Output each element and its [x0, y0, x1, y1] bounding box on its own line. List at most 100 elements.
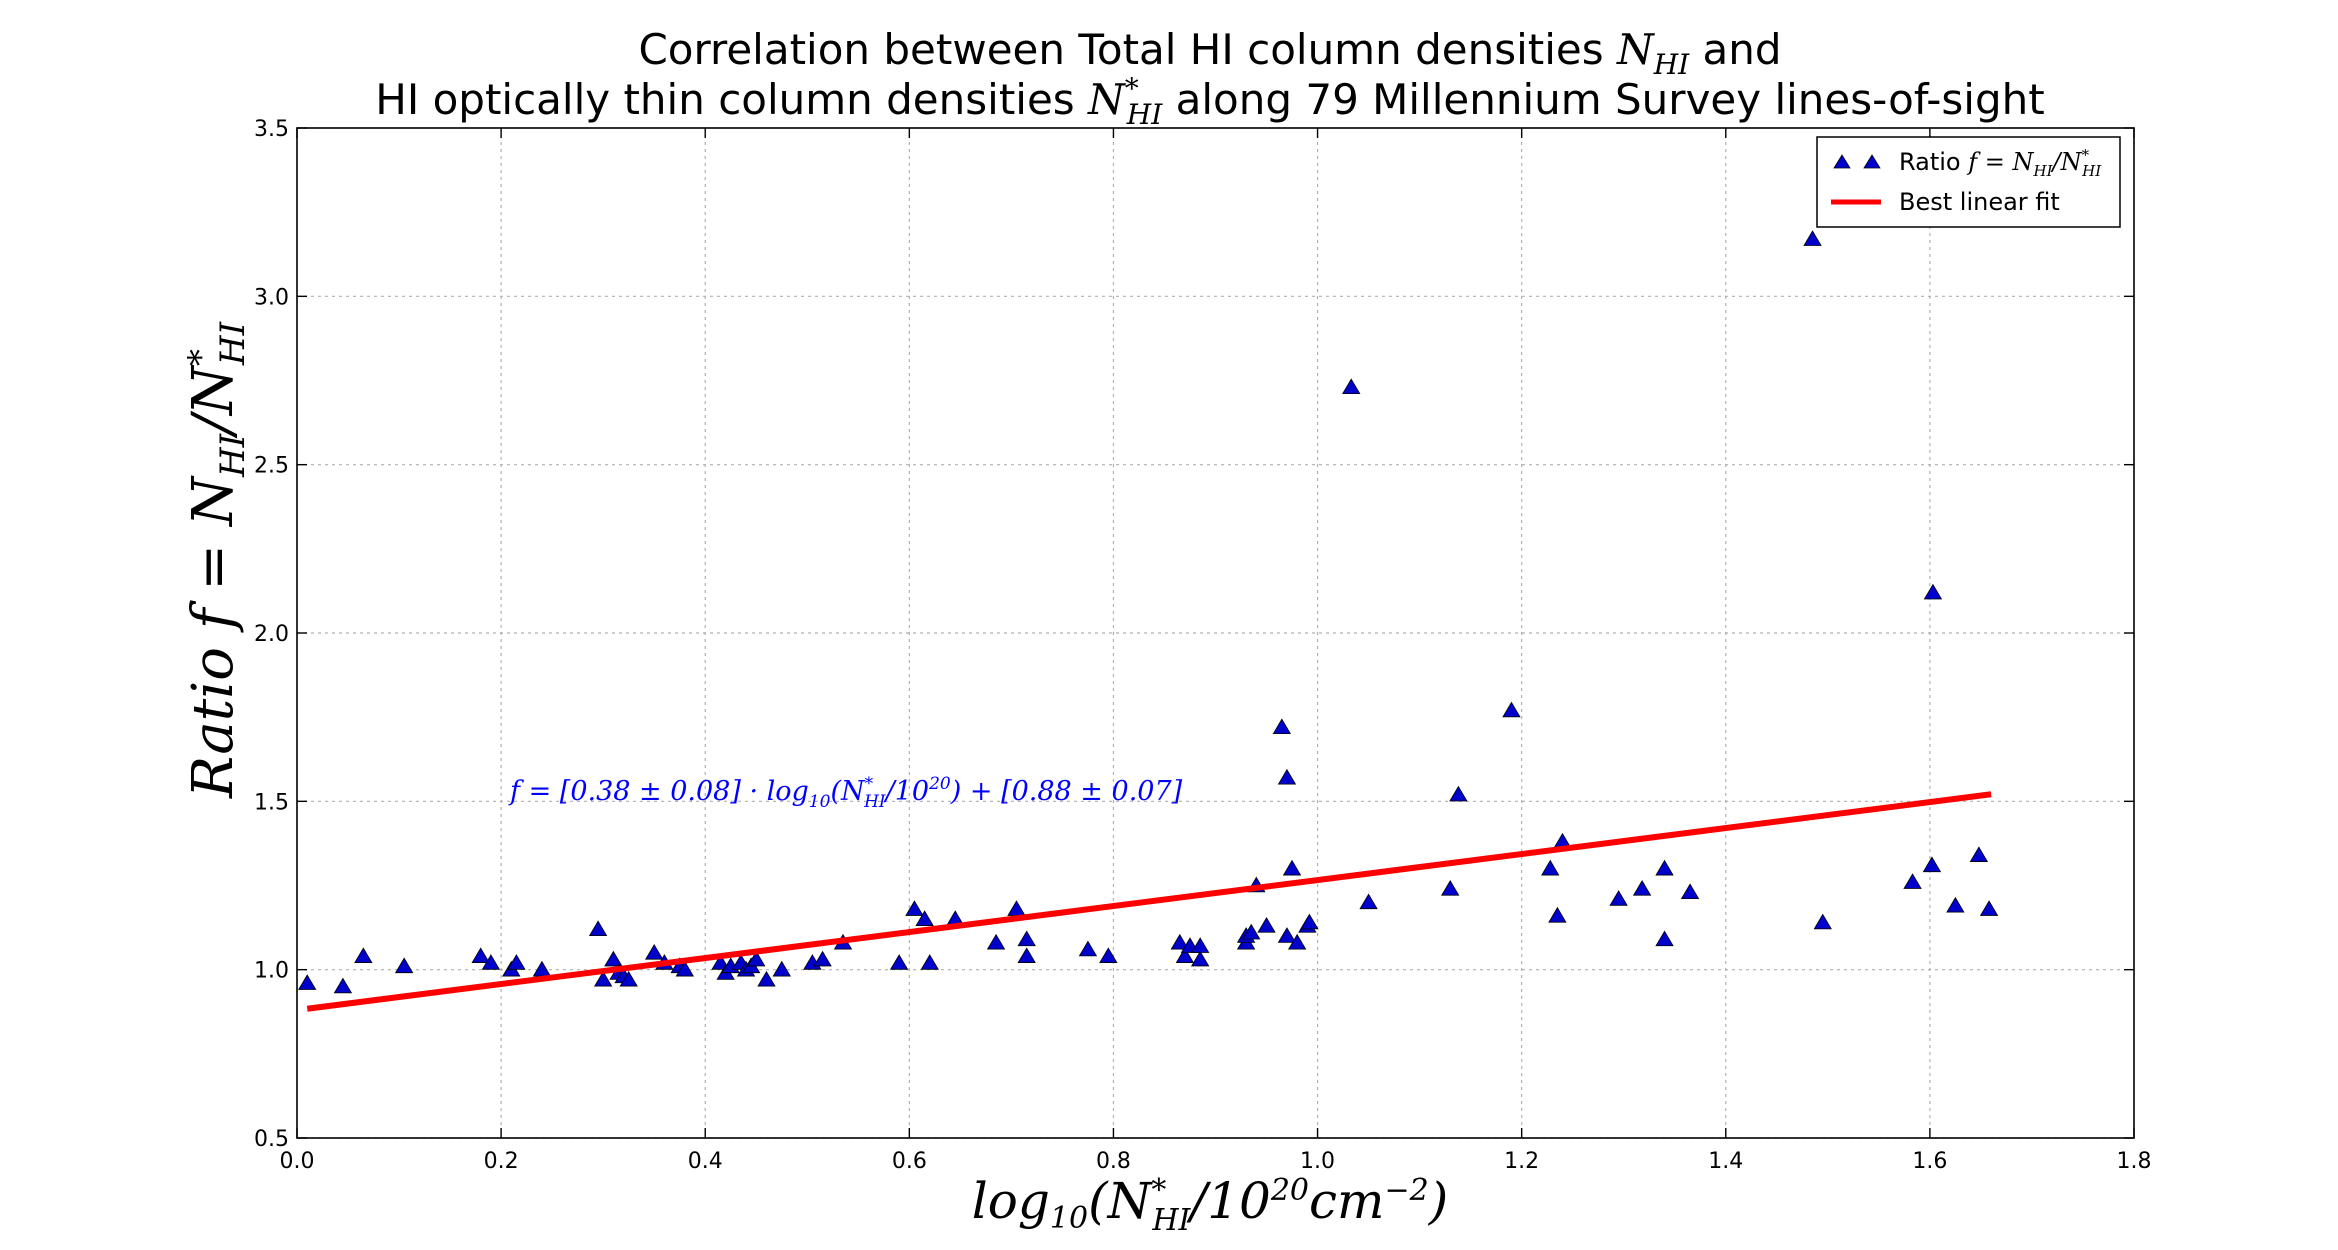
- annotation-sub10: 10: [809, 792, 831, 812]
- title-line-2-math-sub: HI: [1126, 98, 1163, 131]
- data-point-51: [1257, 917, 1276, 933]
- x-tick-label-9: 1.8: [2117, 1149, 2152, 1174]
- x-tick-label-6: 1.2: [1504, 1149, 1539, 1174]
- data-point-60: [1359, 893, 1378, 910]
- title-line-2-suffix: along 79 Millennium Survey lines-of-sigh…: [1162, 75, 2044, 124]
- data-point-62: [1449, 785, 1468, 802]
- best-fit-line: [306, 791, 1992, 1012]
- y-tick-label-1: 1.0: [254, 959, 289, 984]
- title-line-2-math-sup: *: [1125, 72, 1139, 105]
- data-point-65: [1548, 906, 1567, 923]
- data-point-32: [905, 900, 924, 916]
- data-point-72: [1803, 230, 1822, 246]
- data-point-11: [604, 950, 623, 967]
- data-point-43: [1175, 947, 1195, 963]
- legend: Ratio f = NHI/N* HI Best linear fit: [1816, 136, 2121, 228]
- data-point-75: [1922, 856, 1942, 873]
- x-label-close: ): [1428, 1172, 1449, 1230]
- data-point-55: [1282, 859, 1302, 876]
- data-point-26: [757, 970, 776, 987]
- data-point-73: [1813, 913, 1832, 930]
- legend-scatter-sub: HI: [2033, 162, 2054, 180]
- x-tick-label-5: 1.0: [1300, 1149, 1335, 1174]
- chart-title-line-1: Correlation between Total HI column dens…: [638, 25, 1781, 81]
- data-point-10: [593, 970, 613, 987]
- y-tick-label-0: 0.5: [254, 1127, 289, 1152]
- x-axis-label: log10(N* HI/1020cm−2): [972, 1172, 1448, 1238]
- data-point-18: [675, 960, 695, 977]
- legend-triangle-marker-1: [1833, 154, 1851, 169]
- data-point-71: [1680, 883, 1700, 900]
- legend-scatter-sup: *: [2082, 146, 2090, 164]
- annotation-part-c: /10: [883, 776, 929, 807]
- fit-equation-annotation: f = [0.38 ± 0.08] · log10(N* HI/1020) + […: [508, 774, 1183, 812]
- y-label-sub2: HI: [213, 321, 253, 366]
- data-point-37: [1007, 900, 1026, 916]
- data-point-38: [1017, 947, 1036, 963]
- y-label-sup: *: [181, 349, 221, 366]
- data-point-69: [1655, 859, 1674, 876]
- data-point-78: [1969, 846, 1989, 862]
- data-point-40: [1078, 940, 1098, 957]
- data-point-74: [1903, 873, 1922, 889]
- data-point-64: [1541, 859, 1560, 876]
- x-tick-label-7: 1.4: [1708, 1149, 1743, 1174]
- data-point-3: [394, 957, 414, 974]
- data-point-4: [471, 947, 490, 963]
- data-point-7: [507, 954, 526, 970]
- x-label-sup-m2: −2: [1384, 1173, 1428, 1208]
- data-point-27: [772, 960, 791, 977]
- data-point-1: [333, 977, 353, 994]
- annotation-sub: HI: [863, 792, 886, 812]
- x-label-sup-20: 20: [1270, 1173, 1309, 1208]
- data-point-41: [1099, 947, 1118, 963]
- data-point-42: [1170, 933, 1189, 950]
- data-point-39: [1017, 930, 1036, 947]
- y-tick-label-4: 2.5: [254, 454, 289, 479]
- data-point-61: [1441, 880, 1460, 896]
- title-line-2-math: N: [1087, 75, 1126, 124]
- annotation-sup20: 20: [928, 774, 951, 794]
- x-tick-label-2: 0.4: [688, 1149, 723, 1174]
- data-point-0: [298, 974, 317, 990]
- y-label-main: Ratio f = N: [181, 475, 246, 799]
- data-point-9: [588, 920, 608, 937]
- data-point-29: [813, 950, 832, 967]
- x-tick-label-3: 0.6: [892, 1149, 927, 1174]
- data-point-79: [1979, 900, 1999, 916]
- data-point-2: [354, 947, 373, 963]
- annotation-part-d: ) + [0.88 ± 0.07]: [950, 776, 1183, 807]
- y-axis-label: Ratio f = NHI/N*HI: [181, 321, 253, 799]
- annotation-part-a: f = [0.38 ± 0.08] · log: [508, 776, 809, 807]
- data-point-46: [1190, 937, 1210, 953]
- axis-ticks: 0.0 0.2 0.4 0.6 0.8 1.0 1.2 1.4 1.6 1.8 0.5 1.0 1.5 2…: [254, 117, 2152, 1174]
- title-line-1-prefix: Correlation between Total HI column dens…: [638, 25, 1617, 74]
- y-tick-label-3: 2.0: [254, 622, 289, 647]
- data-point-5: [481, 954, 501, 970]
- grid: [296, 127, 2135, 1139]
- data-point-14: [619, 970, 638, 987]
- data-point-53: [1277, 768, 1297, 785]
- title-line-1-suffix: and: [1689, 25, 1781, 74]
- data-point-67: [1609, 890, 1628, 906]
- data-point-49: [1242, 923, 1261, 940]
- x-label-cm: cm: [1309, 1172, 1384, 1230]
- data-point-33: [915, 910, 934, 926]
- legend-scatter-math: f = N: [1966, 148, 2034, 176]
- y-label-sub1: HI: [213, 433, 253, 478]
- data-point-76: [1923, 583, 1943, 600]
- data-point-36: [986, 933, 1006, 950]
- plot-area: [298, 230, 1999, 1012]
- data-point-68: [1632, 880, 1652, 896]
- data-point-8: [532, 960, 552, 977]
- legend-scatter-label: Ratio f = NHI/N* HI: [1899, 146, 2102, 180]
- x-label-sup-star: *: [1151, 1173, 1166, 1208]
- legend-box: [1816, 136, 2121, 228]
- y-tick-label-2: 1.5: [254, 790, 289, 815]
- x-tick-label-0: 0.0: [280, 1149, 315, 1174]
- data-point-70: [1655, 930, 1674, 947]
- title-line-1-math: N: [1616, 25, 1655, 74]
- y-tick-label-5: 3.0: [254, 285, 289, 310]
- x-tick-label-8: 1.6: [1912, 1149, 1947, 1174]
